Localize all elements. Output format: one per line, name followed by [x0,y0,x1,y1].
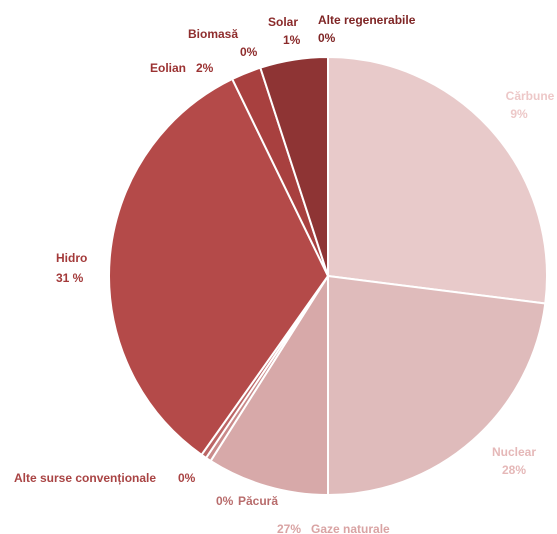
pie-slice-nuclear [327,275,547,496]
slice-value-pacura: 0% [216,494,234,508]
slice-value-solar: 1% [283,33,301,47]
slice-label-eolian: Eolian [150,61,186,75]
pie-slice-solar [259,56,329,277]
pie-slice-cărbune [327,56,548,305]
pie-slices [107,56,548,496]
pie-slice-hidro [107,78,329,456]
slice-value-alte-regenerabile: 0% [318,31,336,45]
slice-label-gaze: Gaze naturale [311,522,390,534]
slice-value-gaze: 27% [277,522,301,534]
slice-label-alte-regenerabile: Alte regenerabile [318,13,416,27]
slice-value-nuclear: 28% [502,463,526,477]
slice-value-hidro: 31 % [56,271,84,285]
slice-value-carbune: 9% [510,107,528,121]
slice-label-carbune: Cărbune [506,89,555,103]
pie-slice-gaze-naturale [209,275,329,496]
pie-labels: Cărbune 9% Nuclear 28% 27% Gaze naturale… [14,13,555,534]
slice-label-nuclear: Nuclear [492,445,536,459]
slice-label-solar: Solar [268,15,298,29]
slice-value-alte-conventionale: 0% [178,471,196,485]
slice-label-alte-conventionale: Alte surse convenționale [14,471,156,485]
slice-label-biomasa: Biomasă [188,27,238,41]
slice-label-pacura: Păcură [238,494,278,508]
slice-value-eolian: 2% [196,61,214,75]
slice-label-hidro: Hidro [56,251,87,265]
slice-value-biomasa: 0% [240,45,258,59]
